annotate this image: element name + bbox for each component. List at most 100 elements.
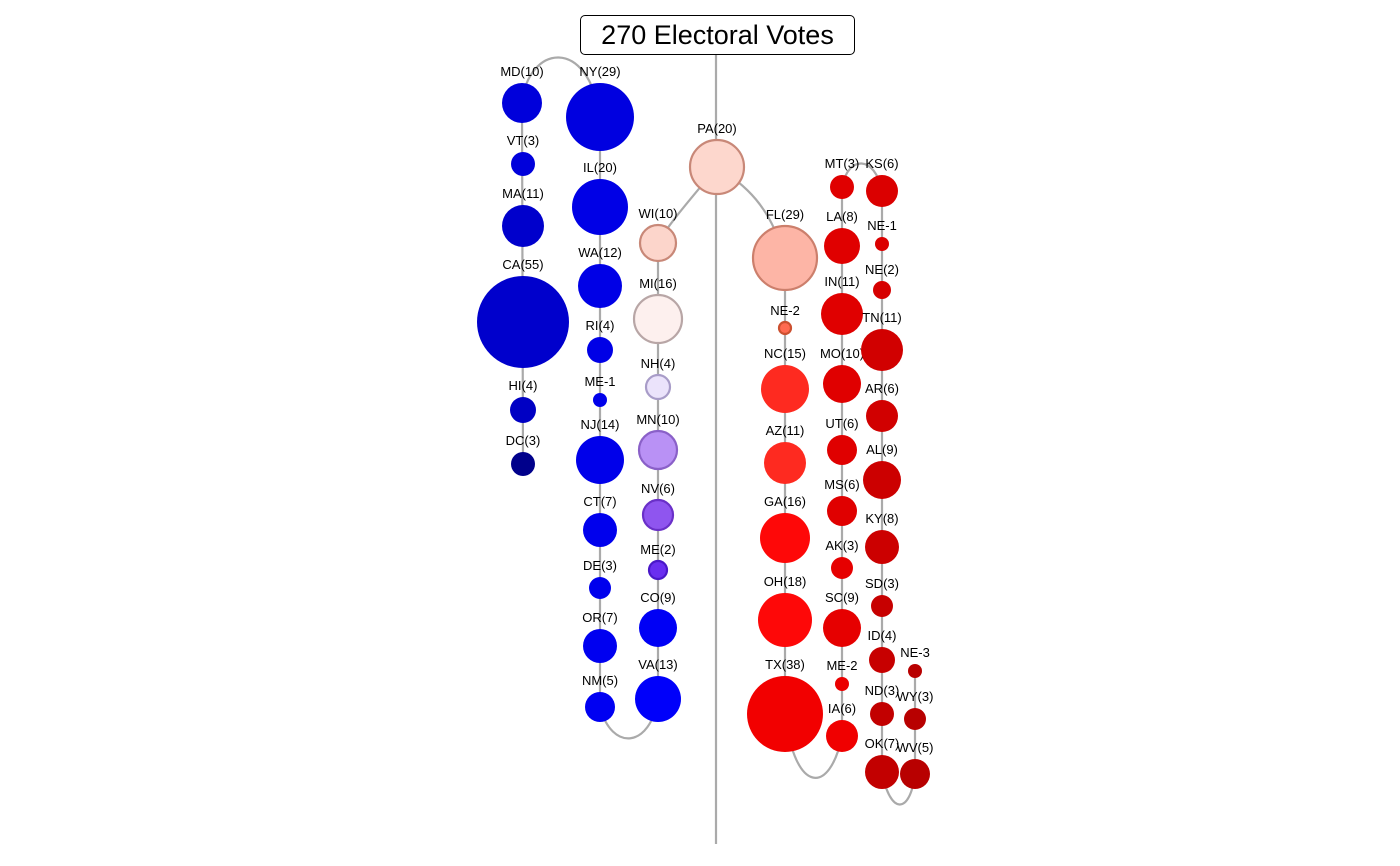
state-node-nj	[576, 436, 624, 484]
state-node-ak	[831, 557, 853, 579]
state-label-vt: VT(3)	[507, 133, 540, 148]
state-label-fl: FL(29)	[766, 207, 804, 222]
state-label-ar: AR(6)	[865, 381, 899, 396]
state-label-in: IN(11)	[824, 274, 859, 289]
state-label-ne-1: NE-1	[867, 218, 897, 233]
state-label-nv: NV(6)	[641, 481, 675, 496]
state-label-id: ID(4)	[868, 628, 897, 643]
state-label-ne-2: NE-2	[770, 303, 800, 318]
state-node-nh	[644, 373, 672, 401]
state-node-nv	[641, 498, 675, 532]
state-node-ne	[873, 281, 891, 299]
state-node-va	[635, 676, 681, 722]
state-node-mi	[632, 293, 684, 345]
state-node-ut	[827, 435, 857, 465]
state-node-in	[821, 293, 863, 335]
state-node-ri	[587, 337, 613, 363]
state-node-tn	[861, 329, 903, 371]
state-label-wa: WA(12)	[578, 245, 622, 260]
state-label-wy: WY(3)	[897, 689, 934, 704]
state-node-ga	[760, 513, 810, 563]
state-node-md	[502, 83, 542, 123]
state-nodes: MD(10) VT(3) MA(11) CA(55) HI(4) DC(3) NY(29) I…	[477, 64, 933, 789]
state-node-ia	[826, 720, 858, 752]
state-label-ms: MS(6)	[824, 477, 859, 492]
state-node-ne-1	[875, 237, 889, 251]
state-label-md: MD(10)	[500, 64, 543, 79]
state-label-la: LA(8)	[826, 209, 858, 224]
state-label-de: DE(3)	[583, 558, 617, 573]
state-label-ks: KS(6)	[865, 156, 898, 171]
state-label-nh: NH(4)	[641, 356, 676, 371]
state-label-or: OR(7)	[582, 610, 617, 625]
state-node-ne-3	[908, 664, 922, 678]
state-node-ms	[827, 496, 857, 526]
state-label-sd: SD(3)	[865, 576, 899, 591]
state-node-wv	[900, 759, 930, 789]
state-label-va: VA(13)	[638, 657, 678, 672]
state-label-nc: NC(15)	[764, 346, 806, 361]
state-label-mi: MI(16)	[639, 276, 677, 291]
state-label-tn: TN(11)	[862, 310, 901, 325]
state-node-wy	[904, 708, 926, 730]
state-node-co	[639, 609, 677, 647]
state-node-ks	[866, 175, 898, 207]
state-label-mn: MN(10)	[636, 412, 679, 427]
state-node-mt	[830, 175, 854, 199]
state-label-me-1: ME-1	[584, 374, 615, 389]
state-node-sd	[871, 595, 893, 617]
state-node-dc	[511, 452, 535, 476]
chart-title: 270 Electoral Votes	[580, 15, 855, 55]
state-node-mo	[823, 365, 861, 403]
state-node-ny	[566, 83, 634, 151]
state-node-al	[863, 461, 901, 499]
state-label-me-2: ME-2	[826, 658, 857, 673]
state-node-de	[589, 577, 611, 599]
state-label-mt: MT(3)	[825, 156, 860, 171]
state-node-nd	[870, 702, 894, 726]
state-label-dc: DC(3)	[506, 433, 541, 448]
state-label-me: ME(2)	[640, 542, 675, 557]
state-label-oh: OH(18)	[764, 574, 807, 589]
state-node-il	[572, 179, 628, 235]
state-label-ri: RI(4)	[586, 318, 615, 333]
state-label-ak: AK(3)	[825, 538, 858, 553]
state-node-ma	[502, 205, 544, 247]
state-node-ca	[477, 276, 569, 368]
state-node-nc	[761, 365, 809, 413]
state-node-me-2	[835, 677, 849, 691]
state-node-id	[869, 647, 895, 673]
state-label-ok: OK(7)	[865, 736, 900, 751]
state-node-wa	[578, 264, 622, 308]
state-label-nj: NJ(14)	[580, 417, 619, 432]
state-label-ia: IA(6)	[828, 701, 856, 716]
state-label-tx: TX(38)	[765, 657, 805, 672]
state-node-pa	[688, 138, 746, 196]
state-label-hi: HI(4)	[509, 378, 538, 393]
state-label-ca: CA(55)	[502, 257, 543, 272]
state-node-tx	[747, 676, 823, 752]
state-node-fl	[751, 224, 819, 292]
state-node-az	[764, 442, 806, 484]
state-label-nd: ND(3)	[865, 683, 900, 698]
state-label-pa: PA(20)	[697, 121, 737, 136]
state-node-mn	[637, 429, 679, 471]
state-node-ct	[583, 513, 617, 547]
state-node-nm	[585, 692, 615, 722]
state-label-ny: NY(29)	[579, 64, 620, 79]
state-label-ma: MA(11)	[502, 186, 544, 201]
state-node-hi	[510, 397, 536, 423]
state-node-la	[824, 228, 860, 264]
state-label-il: IL(20)	[583, 160, 617, 175]
state-label-co: CO(9)	[640, 590, 675, 605]
state-node-ar	[866, 400, 898, 432]
state-label-ga: GA(16)	[764, 494, 806, 509]
state-label-ct: CT(7)	[583, 494, 616, 509]
state-label-az: AZ(11)	[766, 423, 805, 438]
state-node-sc	[823, 609, 861, 647]
state-node-or	[583, 629, 617, 663]
state-node-me-1	[593, 393, 607, 407]
state-node-ok	[865, 755, 899, 789]
state-node-ne-2	[777, 320, 793, 336]
